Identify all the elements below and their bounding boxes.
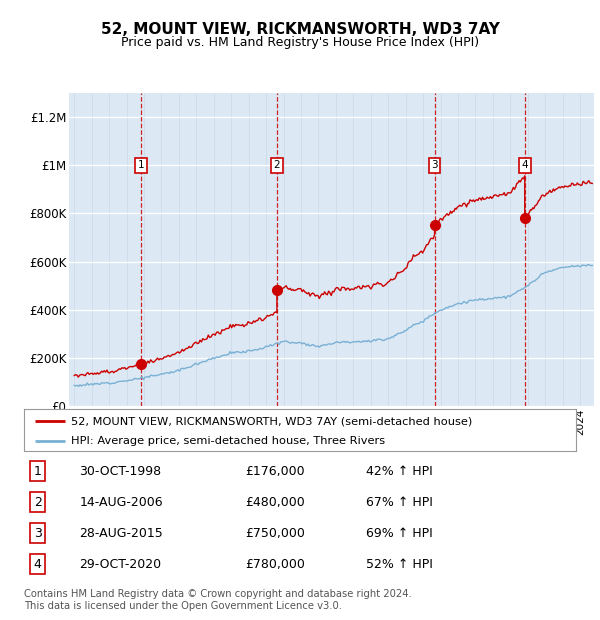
- Text: HPI: Average price, semi-detached house, Three Rivers: HPI: Average price, semi-detached house,…: [71, 436, 385, 446]
- Text: 67% ↑ HPI: 67% ↑ HPI: [366, 496, 433, 508]
- Text: 28-AUG-2015: 28-AUG-2015: [79, 527, 163, 539]
- Text: 2: 2: [274, 160, 280, 171]
- Text: 2: 2: [34, 496, 42, 508]
- Text: 4: 4: [521, 160, 528, 171]
- Text: 3: 3: [34, 527, 42, 539]
- Text: 52% ↑ HPI: 52% ↑ HPI: [366, 558, 433, 570]
- Text: 3: 3: [431, 160, 438, 171]
- Text: £750,000: £750,000: [245, 527, 305, 539]
- Text: 42% ↑ HPI: 42% ↑ HPI: [366, 465, 433, 477]
- Text: £780,000: £780,000: [245, 558, 305, 570]
- Text: 1: 1: [34, 465, 42, 477]
- Text: 69% ↑ HPI: 69% ↑ HPI: [366, 527, 433, 539]
- Text: 52, MOUNT VIEW, RICKMANSWORTH, WD3 7AY (semi-detached house): 52, MOUNT VIEW, RICKMANSWORTH, WD3 7AY (…: [71, 416, 472, 426]
- Text: 52, MOUNT VIEW, RICKMANSWORTH, WD3 7AY: 52, MOUNT VIEW, RICKMANSWORTH, WD3 7AY: [101, 22, 499, 37]
- Text: This data is licensed under the Open Government Licence v3.0.: This data is licensed under the Open Gov…: [24, 601, 342, 611]
- Text: £176,000: £176,000: [245, 465, 304, 477]
- Text: 29-OCT-2020: 29-OCT-2020: [79, 558, 161, 570]
- Text: 4: 4: [34, 558, 42, 570]
- Text: 1: 1: [138, 160, 145, 171]
- Text: 14-AUG-2006: 14-AUG-2006: [79, 496, 163, 508]
- Text: Price paid vs. HM Land Registry's House Price Index (HPI): Price paid vs. HM Land Registry's House …: [121, 36, 479, 49]
- Text: 30-OCT-1998: 30-OCT-1998: [79, 465, 161, 477]
- Text: Contains HM Land Registry data © Crown copyright and database right 2024.: Contains HM Land Registry data © Crown c…: [24, 589, 412, 599]
- Text: £480,000: £480,000: [245, 496, 305, 508]
